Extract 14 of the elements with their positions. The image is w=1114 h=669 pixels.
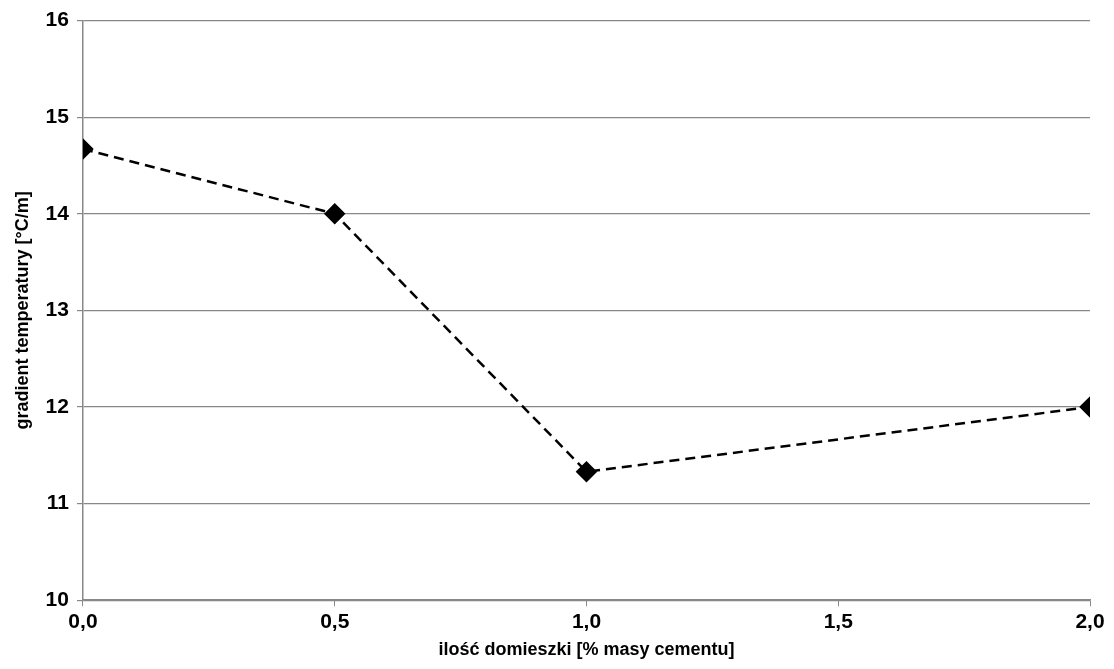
x-tick-label: 0,5 — [320, 608, 350, 632]
y-axis-title: gradient temperatury [°C/m] — [11, 191, 32, 430]
y-tick-label: 16 — [45, 7, 69, 31]
x-tick-label: 1,5 — [823, 608, 854, 632]
y-tick-label: 15 — [45, 104, 70, 127]
y-tick-label: 12 — [45, 393, 69, 417]
x-axis-title: ilość domieszki [% masy cementu] — [438, 639, 735, 660]
x-tick-label: 0,0 — [68, 608, 98, 632]
x-tick-label: 2,0 — [1075, 608, 1105, 632]
y-tick-label: 14 — [45, 200, 70, 224]
y-tick-label: 13 — [45, 297, 69, 321]
y-tick-label: 10 — [45, 587, 69, 610]
y-tick-label: 11 — [46, 490, 70, 514]
x-tick-label: 1,0 — [571, 608, 602, 632]
